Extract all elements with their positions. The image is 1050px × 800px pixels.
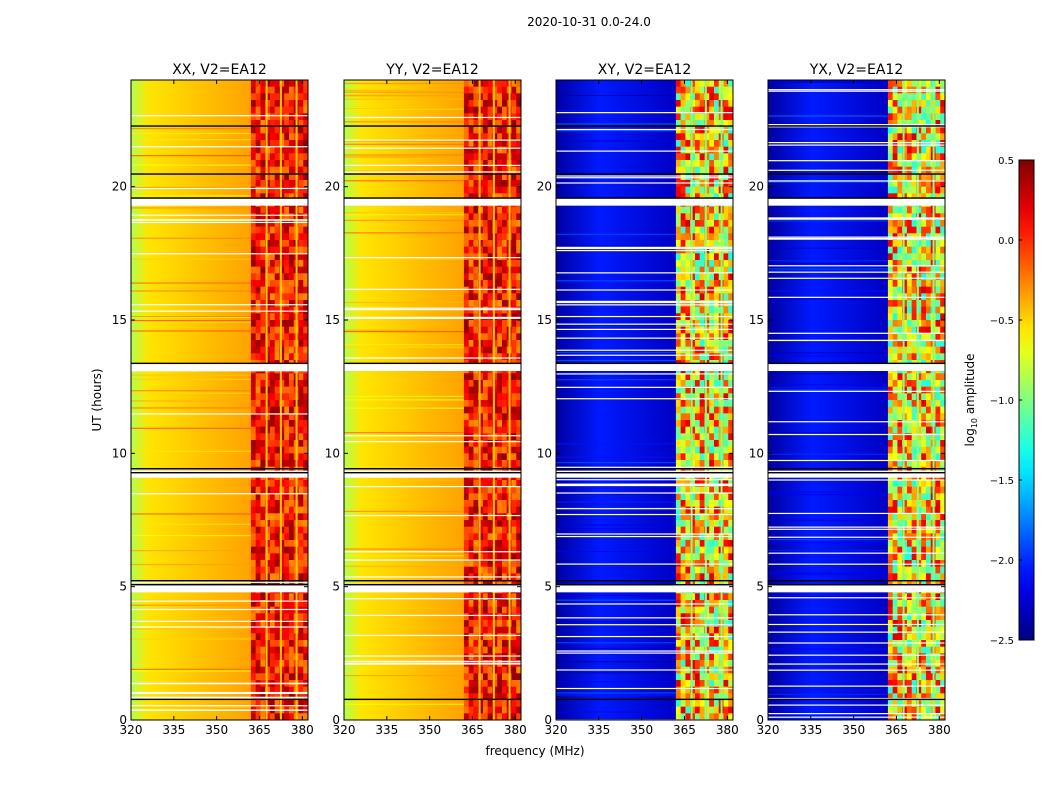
heatmap-image — [556, 80, 733, 720]
heatmap-image — [131, 80, 308, 720]
x-tick-label: 380 — [504, 723, 527, 737]
colorbar-tick-label: −1.5 — [990, 476, 1014, 487]
x-tick-label: 365 — [673, 723, 696, 737]
y-tick-label: 15 — [325, 313, 340, 327]
x-tick-label: 320 — [333, 723, 356, 737]
x-tick-label: 335 — [799, 723, 822, 737]
y-tick-label: 5 — [756, 580, 764, 594]
x-tick-label: 350 — [418, 723, 441, 737]
x-tick-label: 350 — [842, 723, 865, 737]
x-tick-label: 380 — [928, 723, 951, 737]
heatmap-image — [768, 80, 945, 720]
y-tick-label: 5 — [544, 580, 552, 594]
y-tick-label: 0 — [756, 713, 764, 727]
panel-title: YY, V2=EA12 — [385, 62, 478, 78]
x-axis-label: frequency (MHz) — [485, 744, 584, 758]
x-tick-label: 380 — [291, 723, 314, 737]
x-tick-label: 320 — [757, 723, 780, 737]
y-tick-label: 10 — [537, 446, 552, 460]
x-tick-label: 365 — [248, 723, 271, 737]
colorbar-tick-label: −0.5 — [990, 316, 1014, 327]
panel-title: XX, V2=EA12 — [172, 62, 267, 78]
x-tick-label: 335 — [375, 723, 398, 737]
x-tick-label: 335 — [587, 723, 610, 737]
colorbar: 0.5 0.0 −0.5 −1.0 −1.5 −2.0 −2.5 log10 amplitud… — [963, 156, 1035, 647]
colorbar-tick-label: −2.5 — [990, 636, 1014, 647]
axes-frame — [130, 79, 309, 721]
heatmap-image — [344, 80, 521, 720]
colorbar-tick-label: 0.0 — [998, 236, 1014, 247]
panel-xx: XX, V2=EA12 320 335 350 365 380 0 5 10 15 20 — [112, 62, 314, 737]
figure-suptitle: 2020-10-31 0.0-24.0 — [527, 15, 651, 29]
y-tick-label: 20 — [749, 180, 764, 194]
panel-yy: YY, V2=EA12 320 335 350 365 380 0 5 10 15 20 — [325, 62, 527, 737]
y-tick-label: 10 — [112, 446, 127, 460]
panel-yx: YX, V2=EA12 320 335 350 365 380 0 5 10 15 20 — [749, 62, 951, 737]
x-tick-label: 365 — [885, 723, 908, 737]
panel-xy: XY, V2=EA12 320 335 350 365 380 0 5 10 15 20 — [537, 62, 739, 737]
y-tick-label: 0 — [119, 713, 127, 727]
panel-title: YX, V2=EA12 — [809, 62, 904, 78]
y-tick-label: 20 — [325, 180, 340, 194]
y-tick-label: 0 — [332, 713, 340, 727]
x-tick-label: 365 — [461, 723, 484, 737]
x-tick-label: 380 — [716, 723, 739, 737]
colorbar-tick-label: −2.0 — [990, 556, 1014, 567]
y-tick-label: 15 — [749, 313, 764, 327]
x-tick-label: 335 — [162, 723, 185, 737]
x-tick-label: 350 — [630, 723, 653, 737]
y-tick-label: 15 — [112, 313, 127, 327]
x-tick-label: 320 — [120, 723, 143, 737]
y-tick-label: 20 — [112, 180, 127, 194]
colorbar-tick-label: 0.5 — [998, 156, 1014, 167]
axes-frame — [767, 79, 946, 721]
y-tick-label: 5 — [332, 580, 340, 594]
y-tick-label: 10 — [325, 446, 340, 460]
x-tick-label: 320 — [545, 723, 568, 737]
panel-title: XY, V2=EA12 — [598, 62, 692, 78]
x-tick-label: 350 — [205, 723, 228, 737]
y-tick-label: 0 — [544, 713, 552, 727]
colorbar-tick-label: −1.0 — [990, 396, 1014, 407]
y-tick-label: 10 — [749, 446, 764, 460]
y-tick-label: 15 — [537, 313, 552, 327]
y-axis-label: UT (hours) — [90, 368, 104, 431]
y-tick-label: 20 — [537, 180, 552, 194]
y-tick-label: 5 — [119, 580, 127, 594]
colorbar-label: log10 amplitude — [963, 354, 979, 447]
axes-frame — [343, 79, 522, 721]
axes-frame — [555, 79, 734, 721]
